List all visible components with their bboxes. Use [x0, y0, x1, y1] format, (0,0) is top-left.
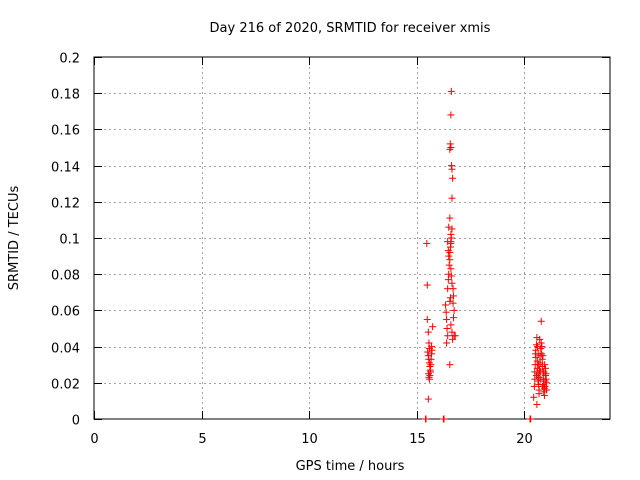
data-point [446, 361, 454, 369]
data-point [447, 239, 455, 247]
data-point [449, 335, 457, 343]
y-tick-label: 0.18 [51, 88, 80, 103]
x-tick-label: 15 [409, 432, 426, 447]
data-point [535, 366, 543, 374]
data-point [440, 415, 448, 423]
data-point [541, 361, 549, 369]
data-point [534, 350, 542, 358]
chart-title: Day 216 of 2020, SRMTID for receiver xmi… [210, 21, 491, 36]
data-point [450, 306, 458, 314]
data-point [446, 140, 454, 148]
data-point [428, 343, 436, 351]
x-tick-label: 20 [516, 432, 533, 447]
data-point [540, 391, 548, 399]
data-point [451, 332, 459, 340]
data-point [448, 328, 456, 336]
data-point [448, 279, 456, 287]
data-point [442, 301, 450, 309]
data-point [444, 247, 452, 255]
data-point [423, 239, 431, 247]
data-point [446, 294, 454, 302]
data-point [536, 368, 544, 376]
x-tick-label: 0 [90, 432, 98, 447]
data-point [443, 339, 451, 347]
data-point [429, 323, 437, 331]
data-point [538, 382, 546, 390]
data-point [447, 111, 455, 119]
data-point [448, 165, 456, 173]
data-point [535, 361, 543, 369]
axis-ticks: 0 0.02 0.04 0.06 0.08 0.1 0.12 0.14 0.16 0.18 0.2 0… [51, 52, 610, 447]
data-point [539, 352, 547, 360]
data-point [446, 297, 454, 305]
data-point [530, 382, 538, 390]
data-point [449, 174, 457, 182]
data-point [442, 308, 450, 316]
data-point [447, 230, 455, 238]
x-tick-label: 10 [301, 432, 318, 447]
data-point [449, 285, 457, 293]
y-tick-label: 0.16 [51, 124, 80, 139]
data-point [424, 348, 432, 356]
data-point [535, 390, 543, 398]
y-tick-label: 0 [72, 414, 80, 429]
data-point [444, 238, 452, 246]
data-point [447, 272, 455, 280]
data-point [527, 415, 535, 423]
data-point [426, 368, 434, 376]
data-point [530, 393, 538, 401]
data-point [422, 415, 430, 423]
data-point [542, 375, 550, 383]
data-point [446, 214, 454, 222]
data-point [538, 343, 546, 351]
data-point [536, 335, 544, 343]
data-point [536, 359, 544, 367]
y-tick-label: 0.14 [51, 161, 80, 176]
data-point [444, 332, 452, 340]
data-point [449, 299, 457, 307]
data-point [449, 292, 457, 300]
data-point [447, 87, 455, 95]
data-point [443, 325, 451, 332]
y-tick-label: 0.02 [51, 378, 80, 393]
y-tick-label: 0.06 [51, 305, 80, 320]
data-point [539, 381, 547, 389]
x-tick-label: 5 [198, 432, 206, 447]
data-point [448, 225, 456, 233]
data-point [424, 395, 432, 403]
data-point [531, 375, 539, 383]
data-point [445, 261, 453, 269]
data-point [532, 341, 540, 349]
data-point [538, 355, 546, 363]
data-points [422, 87, 551, 423]
y-axis-label: SRMTID / TECUs [7, 186, 22, 291]
data-point [443, 315, 451, 323]
data-point [532, 372, 540, 380]
y-tick-label: 0.12 [51, 197, 80, 212]
data-point [447, 321, 455, 329]
data-point [445, 223, 453, 231]
data-point [446, 256, 454, 264]
data-point [423, 315, 431, 323]
x-axis-label: GPS time / hours [296, 459, 405, 474]
y-tick-label: 0.1 [59, 233, 80, 248]
y-tick-label: 0.08 [51, 269, 80, 284]
data-point [533, 401, 541, 409]
data-point [447, 265, 455, 273]
data-point [543, 386, 551, 394]
grid-lines [94, 57, 610, 419]
data-point [426, 372, 434, 380]
y-tick-label: 0.2 [59, 52, 80, 67]
data-point [537, 339, 545, 347]
data-point [537, 317, 545, 325]
data-point [446, 248, 454, 256]
data-point [448, 194, 456, 202]
y-tick-label: 0.04 [51, 342, 80, 357]
data-point [424, 328, 432, 336]
data-point [447, 144, 455, 151]
data-point [423, 281, 431, 289]
data-point [449, 314, 457, 322]
